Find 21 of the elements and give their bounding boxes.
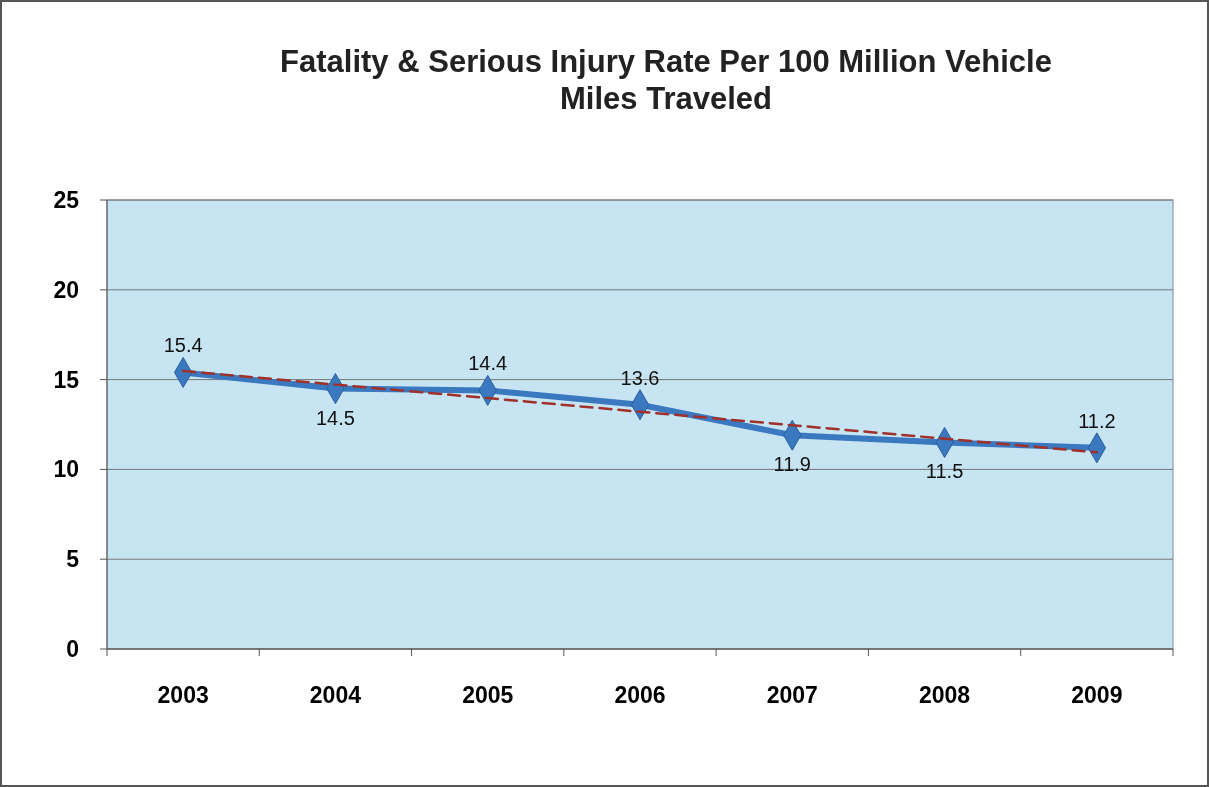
data-label: 14.5 xyxy=(315,406,355,429)
data-label: 11.5 xyxy=(925,460,964,483)
x-tick-label: 2008 xyxy=(918,682,971,708)
data-label: 15.4 xyxy=(163,334,203,357)
data-label: 13.6 xyxy=(620,366,660,389)
data-label: 11.2 xyxy=(1078,409,1116,432)
data-label: 14.4 xyxy=(468,352,508,375)
y-tick-label: 10 xyxy=(53,456,79,483)
x-tick-label: 2003 xyxy=(157,682,209,708)
x-tick-label: 2007 xyxy=(766,682,818,708)
y-tick-label: 20 xyxy=(53,276,79,303)
y-tick-label: 25 xyxy=(53,187,80,213)
x-tick-label: 2006 xyxy=(614,682,666,708)
x-tick-label: 2005 xyxy=(462,682,514,708)
chart-title: Fatality & Serious Injury Rate Per 100 Million Vehicle Miles Traveled xyxy=(280,44,1052,116)
data-label: 11.9 xyxy=(773,453,812,476)
y-tick-label: 0 xyxy=(66,636,79,662)
x-tick-label: 2004 xyxy=(309,682,362,708)
x-tick-label: 2009 xyxy=(1071,682,1123,708)
y-tick-label: 5 xyxy=(66,546,80,573)
y-tick-label: 15 xyxy=(53,366,80,393)
